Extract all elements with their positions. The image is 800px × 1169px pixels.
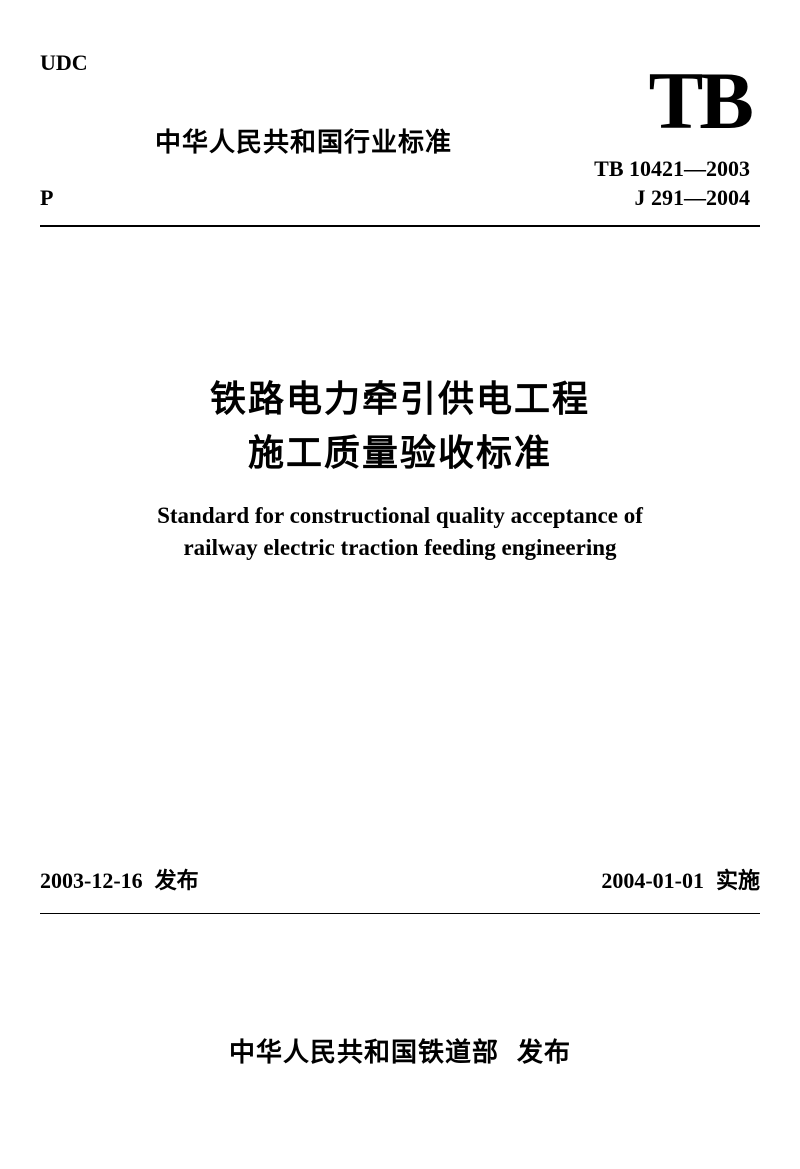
header-section: UDC P 中华人民共和国行业标准 TB TB 10421—2003 J 291… bbox=[40, 50, 760, 225]
code-line-2: J 291—2004 bbox=[594, 184, 750, 213]
issue-date-value: 2003-12-16 bbox=[40, 868, 143, 893]
dates-rule bbox=[40, 913, 760, 914]
publisher-org: 中华人民共和国铁道部 bbox=[229, 1038, 499, 1067]
issue-label: 发布 bbox=[155, 868, 199, 893]
classification-p: P bbox=[40, 185, 53, 211]
issue-date: 2003-12-16 发布 bbox=[40, 863, 199, 895]
effective-label: 实施 bbox=[716, 868, 760, 893]
title-en-line2: railway electric traction feeding engine… bbox=[40, 532, 760, 564]
dates-row: 2003-12-16 发布 2004-01-01 实施 bbox=[40, 863, 760, 895]
udc-label: UDC bbox=[40, 50, 88, 76]
document-page: UDC P 中华人民共和国行业标准 TB TB 10421—2003 J 291… bbox=[0, 0, 800, 1169]
standard-codes: TB 10421—2003 J 291—2004 bbox=[594, 155, 750, 212]
title-english: Standard for constructional quality acce… bbox=[40, 500, 760, 564]
title-cn-line1: 铁路电力牵引供电工程 bbox=[40, 372, 760, 426]
title-cn-line2: 施工质量验收标准 bbox=[40, 426, 760, 480]
publisher-line: 中华人民共和国铁道部发布 bbox=[0, 1032, 800, 1069]
dates-section: 2003-12-16 发布 2004-01-01 实施 bbox=[40, 863, 760, 914]
publisher-action: 发布 bbox=[517, 1038, 571, 1067]
effective-date-value: 2004-01-01 bbox=[601, 868, 704, 893]
title-section: 铁路电力牵引供电工程 施工质量验收标准 Standard for constru… bbox=[40, 372, 760, 564]
industry-standard-label: 中华人民共和国行业标准 bbox=[155, 122, 452, 159]
tb-logo: TB bbox=[649, 60, 750, 142]
effective-date: 2004-01-01 实施 bbox=[601, 863, 760, 895]
title-chinese: 铁路电力牵引供电工程 施工质量验收标准 bbox=[40, 372, 760, 480]
title-en-line1: Standard for constructional quality acce… bbox=[40, 500, 760, 532]
header-rule bbox=[40, 225, 760, 227]
code-line-1: TB 10421—2003 bbox=[594, 155, 750, 184]
